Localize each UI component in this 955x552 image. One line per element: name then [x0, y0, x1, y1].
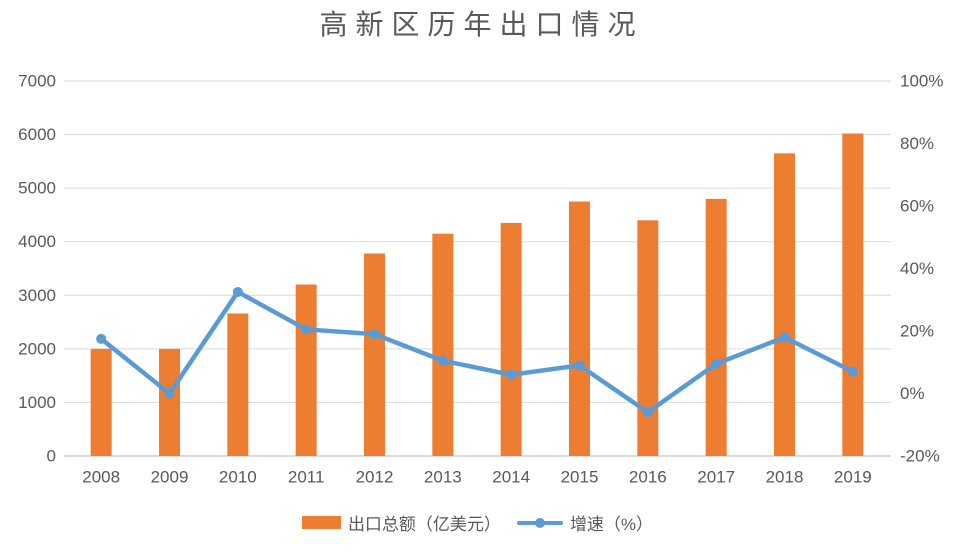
x-axis-label-2019: 2019 [834, 468, 872, 487]
bar-2016 [637, 220, 659, 456]
growth-point-2008 [96, 333, 107, 344]
bar-2012 [364, 253, 385, 456]
growth-point-2011 [301, 324, 312, 335]
legend-label-exports: 出口总额（亿美元） [347, 515, 501, 534]
bar-2019 [842, 133, 864, 456]
left-axis-label-0: 0 [47, 447, 56, 466]
growth-point-2010 [232, 286, 243, 297]
x-axis-label-2014: 2014 [492, 468, 530, 487]
bar-2009 [159, 348, 180, 456]
left-axis-label-7000: 7000 [18, 72, 56, 91]
right-axis-label-80%: 80% [900, 134, 934, 153]
right-axis-label-60%: 60% [900, 197, 934, 216]
bar-2008 [90, 348, 112, 456]
legend-item-growth: 增速（%） [516, 510, 654, 535]
growth-point-2018 [779, 332, 790, 343]
bar-series-swatch-icon [301, 516, 341, 529]
growth-point-2016 [642, 407, 653, 418]
growth-line [98, 289, 856, 415]
left-axis-label-4000: 4000 [18, 232, 56, 251]
left-axis-label-2000: 2000 [18, 339, 56, 358]
plot-area: 0 1000 2000 3000 4000 5000 6000 7000 -20% 0% 20% 40… [18, 72, 943, 487]
bar-2015 [569, 201, 590, 456]
chart-title: 高新区历年出口情况 [319, 10, 644, 41]
right-axis-label-100%: 100% [900, 72, 943, 91]
legend: 出口总额（亿美元） 增速（%） [0, 510, 955, 535]
bar-2013 [432, 233, 454, 456]
bar-2010 [227, 313, 249, 456]
bar-2017 [705, 198, 727, 456]
left-axis-label-5000: 5000 [18, 179, 56, 198]
left-axis-label-3000: 3000 [18, 286, 56, 305]
line-series-swatch-icon [516, 517, 563, 529]
growth-point-2012 [369, 329, 380, 340]
bar-2014 [500, 222, 522, 456]
growth-point-2013 [437, 355, 448, 366]
x-axis-label-2018: 2018 [766, 468, 804, 487]
right-axis-label-0%: 0% [900, 384, 925, 403]
line-swatch-dot [534, 517, 545, 528]
growth-point-2015 [574, 360, 585, 371]
left-axis-label-1000: 1000 [18, 393, 56, 412]
legend-label-growth: 增速（%） [569, 515, 654, 534]
right-axis-label-20%: 20% [900, 322, 934, 341]
right-axis-label--20%: -20% [900, 447, 940, 466]
x-axis-label-2008: 2008 [82, 468, 120, 487]
x-axis-label-2013: 2013 [424, 468, 462, 487]
growth-point-2009 [164, 388, 175, 399]
x-axis-label-2010: 2010 [219, 468, 257, 487]
x-axis-label-2011: 2011 [288, 468, 325, 487]
growth-point-2017 [711, 358, 722, 369]
bar-2011 [295, 284, 317, 456]
x-axis-label-2015: 2015 [561, 468, 599, 487]
right-axis-label-40%: 40% [900, 259, 934, 278]
bar-2018 [774, 153, 795, 457]
left-axis-label-6000: 6000 [18, 125, 56, 144]
legend-item-exports: 出口总额（亿美元） [301, 510, 501, 535]
growth-point-2019 [847, 366, 858, 377]
x-axis-label-2016: 2016 [629, 468, 667, 487]
x-axis-label-2012: 2012 [356, 468, 394, 487]
x-axis-label-2017: 2017 [697, 468, 735, 487]
x-axis-label-2009: 2009 [151, 468, 189, 487]
growth-point-2014 [506, 369, 517, 380]
